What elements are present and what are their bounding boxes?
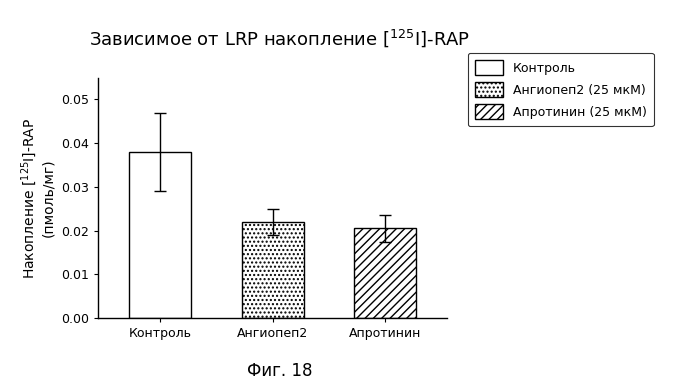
Y-axis label: Накопление [$^{125}$I]-RAP
(пмоль/мг): Накопление [$^{125}$I]-RAP (пмоль/мг)	[19, 117, 55, 279]
Text: Зависимое от LRP накопление [$^{125}$I]-RAP: Зависимое от LRP накопление [$^{125}$I]-…	[89, 27, 470, 49]
Legend: Контроль, Ангиопеп2 (25 мкМ), Апротинин (25 мкМ): Контроль, Ангиопеп2 (25 мкМ), Апротинин …	[468, 53, 654, 126]
Bar	[242, 222, 303, 318]
Bar	[129, 152, 191, 318]
Text: Фиг. 18: Фиг. 18	[247, 362, 312, 380]
Bar	[354, 229, 417, 318]
